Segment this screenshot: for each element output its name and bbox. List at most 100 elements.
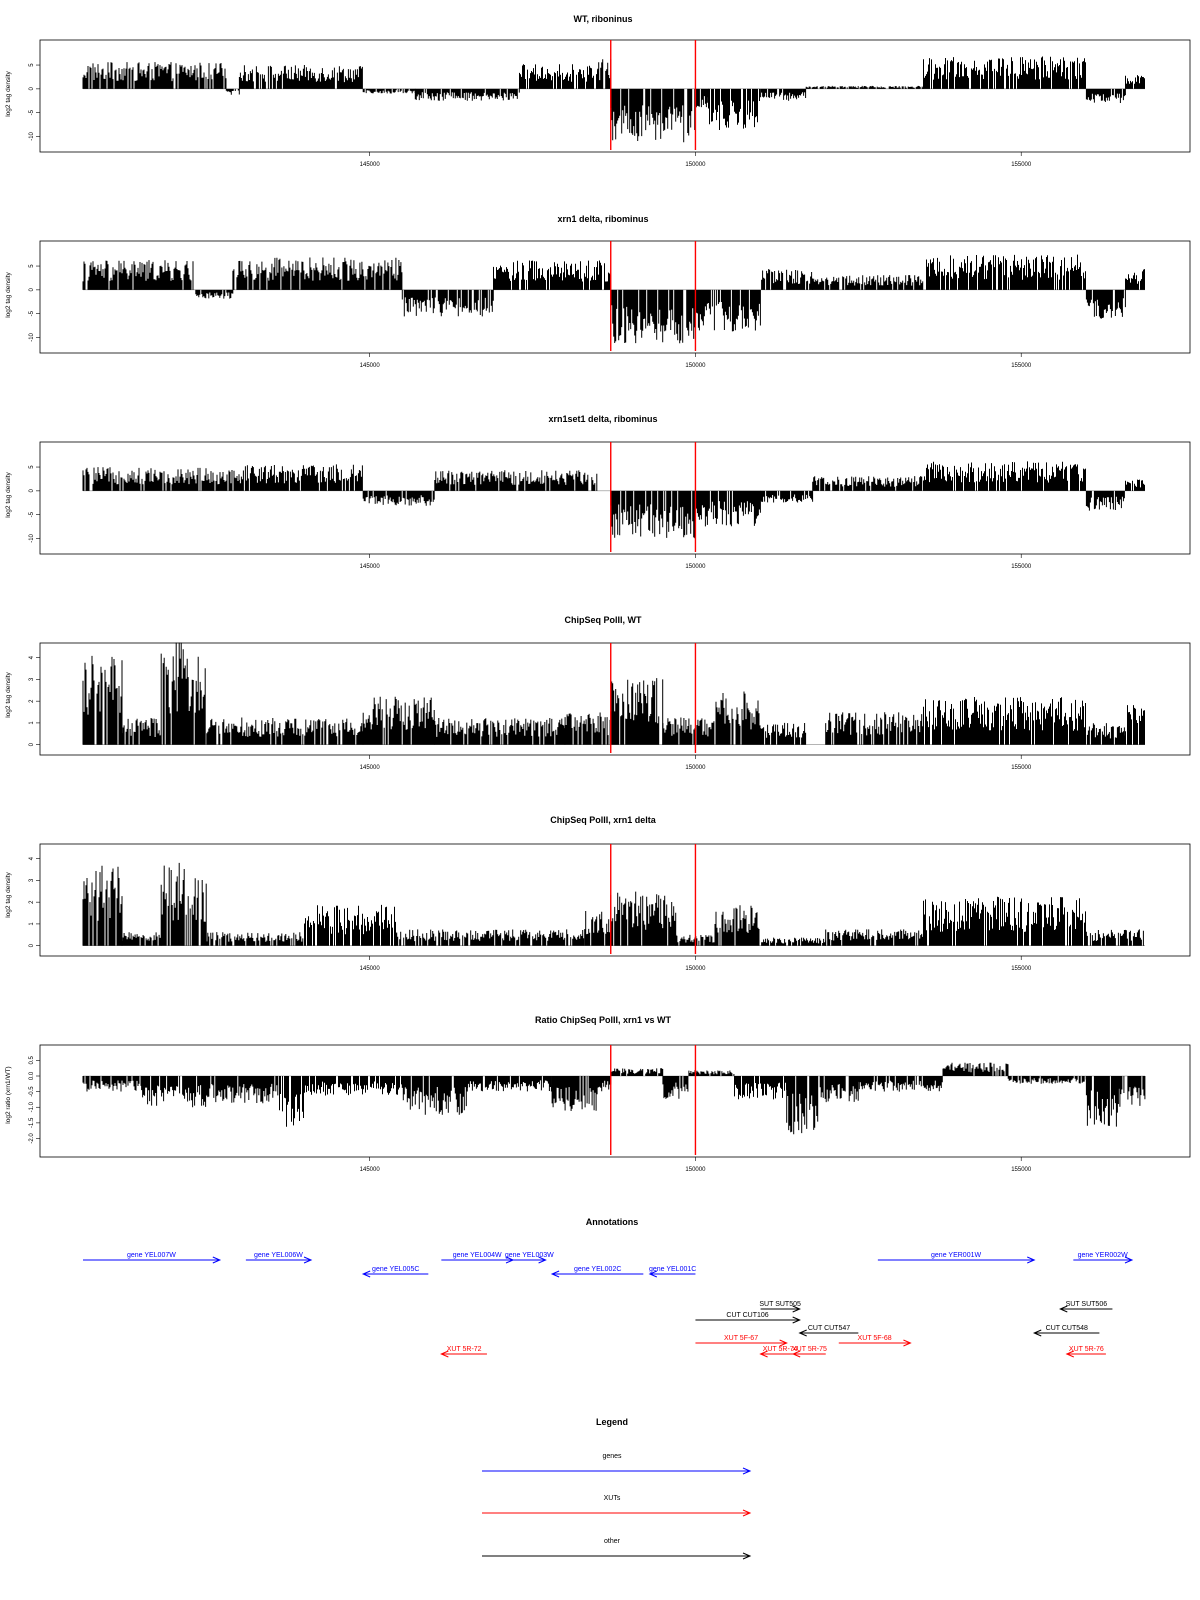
- x-tick-label: 155000: [1011, 765, 1032, 771]
- arrow-head: [792, 1305, 801, 1313]
- data-bar-segment: [760, 490, 814, 503]
- annotation-item: XUT 5R-75: [791, 1346, 827, 1358]
- data-bar-segment: [715, 691, 761, 745]
- x-tick-label: 155000: [1011, 1167, 1032, 1173]
- data-bar-segment: [760, 722, 807, 745]
- arrow-head: [792, 1316, 801, 1324]
- y-tick-label: 3: [29, 677, 35, 681]
- legend-arrow: [482, 1552, 752, 1560]
- annotation-item: gene YEL007W: [83, 1252, 222, 1264]
- annotation-label: gene YER001W: [931, 1252, 981, 1259]
- data-bar-segment: [812, 275, 924, 290]
- data-bar-segment: [519, 64, 598, 89]
- plot-area: [36, 1044, 1191, 1161]
- data-bar-segment: [694, 88, 709, 108]
- y-tick-label: 1: [29, 922, 35, 926]
- annotation-item: gene YEL003W: [505, 1252, 554, 1264]
- data-bar-segment: [160, 862, 207, 946]
- data-bar-segment: [708, 88, 760, 130]
- legend-item-xuts: XUTs: [482, 1495, 752, 1517]
- data-bar-segment: [597, 1076, 612, 1092]
- annotation-item: gene YER001W: [877, 1252, 1036, 1264]
- annotations-title: Annotations: [586, 1217, 639, 1227]
- annotation-label: CUT CUT547: [808, 1325, 850, 1332]
- legend-title: Legend: [596, 1417, 628, 1427]
- data-bar-segment: [1125, 269, 1145, 290]
- arrow-head: [791, 1350, 801, 1358]
- arrow-head: [742, 1552, 752, 1560]
- y-tick-label: -0.5: [29, 1086, 35, 1097]
- x-tick-label: 150000: [685, 1167, 706, 1173]
- plot-area: [36, 39, 1191, 156]
- y-tick-label: 2: [29, 699, 35, 703]
- x-tick-label: 150000: [685, 564, 706, 570]
- annotation-label: CUT CUT548: [1046, 1325, 1088, 1332]
- x-tick-labels: 145000 150000 155000: [360, 765, 1032, 771]
- y-tick-label: 5: [29, 465, 35, 469]
- y-tick-label: 1: [29, 721, 35, 725]
- data-bar-segment: [694, 490, 761, 527]
- data-bar-segment: [1125, 479, 1145, 491]
- legend-item-genes: genes: [482, 1453, 752, 1475]
- data-bar-segment: [195, 289, 234, 299]
- y-tick-label: -1.5: [29, 1117, 35, 1128]
- annotation-item: XUT 5R-76: [1065, 1346, 1106, 1358]
- arrow-head: [361, 1270, 371, 1278]
- data-bar-segment: [279, 1076, 305, 1127]
- y-tick-labels: 0 1 2 3 4: [29, 655, 35, 746]
- data-bar-segment: [206, 717, 364, 745]
- right-arrow-icon: [695, 1316, 801, 1324]
- data-bar-segment: [610, 490, 696, 539]
- legend: Legend genes XUTs other: [482, 1417, 752, 1560]
- data-bar-segment: [942, 1062, 1009, 1076]
- data-bar-segment: [401, 1076, 468, 1115]
- data-bar-segment: [734, 1076, 787, 1100]
- x-tick-label: 155000: [1011, 363, 1032, 369]
- y-tick-label: 5: [29, 264, 35, 268]
- y-tick-label: -10: [29, 332, 35, 341]
- arrow-head: [779, 1339, 788, 1347]
- data-bar-segment: [206, 1076, 279, 1104]
- x-tick-label: 150000: [685, 162, 706, 168]
- legend-arrow: [482, 1509, 752, 1517]
- data-bar-segment: [761, 937, 827, 946]
- right-arrow-icon: [245, 1256, 313, 1264]
- arrow-head: [538, 1256, 547, 1264]
- plot-frame: [39, 240, 1191, 354]
- data-bar-segment: [121, 932, 162, 946]
- panel-chipseq-polii-xrn1-delta: ChipSeq PolII, xrn1 delta log2 tag densi…: [5, 815, 1191, 972]
- annotation-item: CUT CUT548: [1032, 1325, 1100, 1337]
- data-bar-segment: [82, 62, 227, 89]
- y-axis-label: log2 ratio (xrn1/WT): [5, 1066, 12, 1123]
- annotation-item: gene YER002W: [1073, 1252, 1134, 1264]
- data-bar-segment: [610, 289, 696, 344]
- data-bar-segment: [926, 254, 1086, 290]
- y-tick-label: 0.0: [29, 1071, 35, 1080]
- data-bar-segment: [923, 697, 1086, 745]
- y-tick-label: -10: [29, 131, 35, 140]
- y-tick-label: 0: [29, 87, 35, 91]
- annotation-item: gene YEL001C: [648, 1266, 696, 1278]
- annotation-label: XUT 5F-67: [724, 1335, 758, 1342]
- right-arrow-icon: [482, 1467, 752, 1475]
- panel-title: xrn1set1 delta, ribominus: [548, 414, 657, 424]
- arrow-head: [742, 1509, 752, 1517]
- left-arrow-icon: [361, 1270, 429, 1278]
- left-arrow-icon: [798, 1329, 859, 1337]
- annotation-item: gene YEL004W: [441, 1252, 515, 1264]
- arrow-head: [1032, 1329, 1042, 1337]
- panel-chipseq-polii-wt: ChipSeq PolII, WT log2 tag density 0 1 2…: [5, 615, 1191, 771]
- left-arrow-icon: [1065, 1350, 1106, 1358]
- data-bar-segment: [812, 476, 923, 491]
- data-bar-segment: [401, 289, 494, 317]
- x-tick-label: 145000: [360, 363, 381, 369]
- panel-xrn1-delta-riboninus: xrn1 delta, ribominus log2 tag density -…: [5, 214, 1191, 369]
- y-tick-label: -5: [29, 511, 35, 517]
- y-tick-labels: 0 1 2 3 4: [29, 856, 35, 947]
- data-bar-segment: [206, 932, 304, 946]
- y-tick-label: 3: [29, 878, 35, 882]
- arrow-head: [742, 1467, 752, 1475]
- arrow-head: [1059, 1305, 1068, 1313]
- x-tick-label: 150000: [685, 966, 706, 972]
- left-arrow-icon: [550, 1270, 644, 1278]
